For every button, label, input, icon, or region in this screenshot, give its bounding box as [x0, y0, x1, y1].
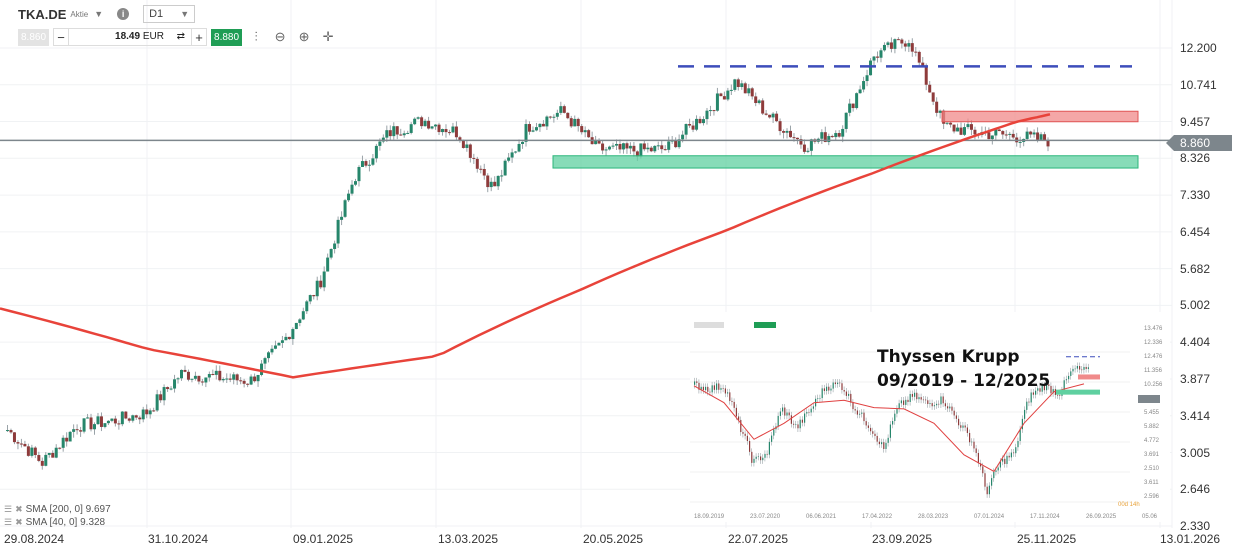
price-tick: 6.454 — [1180, 224, 1211, 239]
price-tick: 2.646 — [1180, 482, 1211, 497]
svg-text:13.476: 13.476 — [1144, 326, 1163, 332]
price-tick: 8.326 — [1180, 151, 1211, 166]
indicator-label: SMA [200, 0] 9.697 — [25, 504, 111, 515]
svg-text:2.596: 2.596 — [1144, 494, 1160, 500]
svg-text:23.07.2020: 23.07.2020 — [750, 514, 781, 520]
time-tick: 23.09.2025 — [872, 532, 933, 546]
price-tick: 3.877 — [1180, 371, 1211, 386]
price-tick: 2.330 — [1180, 519, 1211, 533]
svg-text:5.882: 5.882 — [1144, 424, 1160, 430]
time-axis[interactable]: 29.08.2024 31.10.2024 09.01.2025 13.03.2025… — [0, 532, 1240, 550]
svg-text:12.476: 12.476 — [1144, 354, 1163, 360]
svg-text:17.04.2022: 17.04.2022 — [862, 514, 893, 520]
price-tick: 12.200 — [1180, 41, 1217, 55]
close-icon[interactable]: ✖ — [15, 504, 23, 514]
swap-icon[interactable]: ⇄ — [176, 31, 186, 42]
time-tick: 31.10.2024 — [148, 532, 209, 546]
time-tick: 09.01.2025 — [293, 532, 354, 546]
symbol-dropdown-icon[interactable]: ▼ — [94, 9, 104, 19]
time-tick: 20.05.2025 — [583, 532, 644, 546]
time-tick: 13.01.2026 — [1160, 532, 1221, 546]
close-icon[interactable]: ✖ — [15, 517, 23, 527]
inset-plot: 18.09.2019 23.07.2020 06.06.2021 17.04.2022… — [690, 312, 1170, 522]
increase-button[interactable]: + — [195, 29, 203, 45]
price-tick: 5.002 — [1180, 298, 1211, 313]
settings-icon[interactable]: ☰ — [4, 517, 13, 527]
price-tick: 9.457 — [1180, 114, 1211, 129]
symbol-name[interactable]: TKA.DE — [18, 6, 67, 22]
info-icon[interactable]: i — [117, 8, 130, 20]
svg-text:00d 14h: 00d 14h — [1118, 502, 1140, 508]
zoom-in-icon[interactable]: ⊕ — [298, 29, 310, 44]
sell-price-button[interactable]: 8.860 — [18, 28, 50, 46]
svg-text:07.01.2024: 07.01.2024 — [974, 514, 1005, 520]
price-tick: 3.414 — [1180, 408, 1211, 423]
svg-text:12.336: 12.336 — [1144, 340, 1163, 346]
indicator-sma40: ☰ ✖ SMA [40, 0] 9.328 — [4, 516, 111, 529]
svg-text:10.256: 10.256 — [1144, 382, 1163, 388]
time-tick: 25.11.2025 — [1017, 532, 1077, 546]
price-tick: 4.404 — [1180, 335, 1211, 350]
decrease-button[interactable]: − — [57, 29, 65, 45]
svg-text:2.510: 2.510 — [1144, 466, 1160, 472]
inset-title-line2: 09/2019 - 12/2025 — [877, 371, 1051, 391]
currency: EUR — [142, 31, 164, 42]
indicator-sma200: ☰ ✖ SMA [200, 0] 9.697 — [4, 503, 111, 516]
indicator-label: SMA [40, 0] 9.328 — [25, 517, 106, 528]
svg-text:05.06: 05.06 — [1142, 514, 1158, 520]
svg-text:4.772: 4.772 — [1144, 438, 1160, 444]
chevron-down-icon: ▼ — [180, 9, 190, 19]
time-tick: 29.08.2024 — [4, 532, 65, 546]
symbol-toolbar: TKA.DE Aktie ▼ i D1 ▼ — [18, 4, 196, 24]
svg-text:5.455: 5.455 — [1144, 410, 1160, 416]
time-tick: 13.03.2025 — [438, 532, 499, 546]
price-tick: 3.005 — [1180, 445, 1211, 460]
zoom-out-icon[interactable]: ⊖ — [274, 29, 286, 44]
svg-text:17.11.2024: 17.11.2024 — [1030, 514, 1060, 520]
price-tick: 10.741 — [1180, 77, 1217, 92]
svg-text:28.03.2023: 28.03.2023 — [918, 514, 949, 520]
last-price-tag: 8.860 — [1166, 135, 1232, 151]
price-tick: 7.330 — [1180, 188, 1211, 203]
candles-icon[interactable]: ⫶ — [254, 29, 258, 44]
timeframe-select[interactable]: D1 ▼ — [143, 5, 196, 23]
price-tick: 5.682 — [1180, 261, 1211, 276]
symbol-type: Aktie — [70, 9, 89, 19]
time-tick: 22.07.2025 — [728, 532, 789, 546]
settings-icon[interactable]: ☰ — [4, 504, 13, 514]
inset-longterm-chart: 18.09.2019 23.07.2020 06.06.2021 17.04.2022… — [690, 312, 1170, 522]
svg-text:11.356: 11.356 — [1144, 368, 1163, 374]
timeframe-value: D1 — [149, 8, 164, 20]
quantity-value: 18.49 — [115, 31, 141, 42]
svg-text:3.611: 3.611 — [1144, 480, 1159, 486]
quantity-stepper[interactable]: − 18.49 EUR ⇄ + — [53, 28, 208, 46]
trade-toolbar: 8.860 − 18.49 EUR ⇄ + 8.880 ⫶ ⊖ ⊕ ✛ — [18, 28, 338, 46]
svg-text:06.06.2021: 06.06.2021 — [806, 514, 837, 520]
crosshair-icon[interactable]: ✛ — [322, 29, 334, 44]
svg-text:26.09.2025: 26.09.2025 — [1086, 514, 1117, 520]
svg-text:18.09.2019: 18.09.2019 — [694, 514, 725, 520]
buy-price-button[interactable]: 8.880 — [211, 28, 243, 46]
inset-title: Thyssen Krupp 09/2019 - 12/2025 — [877, 345, 1050, 393]
inset-title-line1: Thyssen Krupp — [877, 347, 1020, 367]
indicator-legend: ☰ ✖ SMA [200, 0] 9.697 ☰ ✖ SMA [40, 0] 9… — [4, 503, 111, 529]
svg-text:3.691: 3.691 — [1144, 452, 1160, 458]
quantity-input[interactable]: 18.49 EUR ⇄ — [68, 29, 193, 45]
